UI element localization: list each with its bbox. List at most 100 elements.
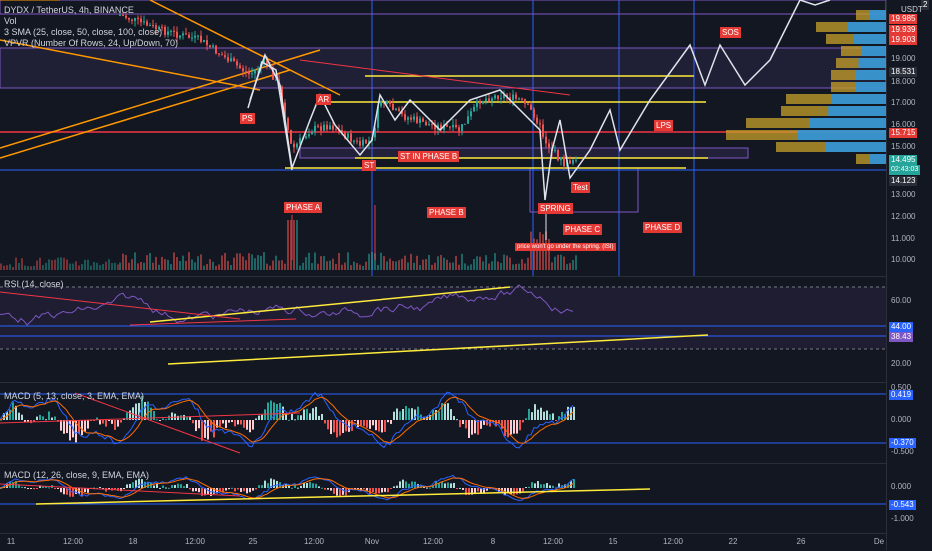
macd-fast-tick: 0.000 xyxy=(891,415,912,424)
volume-bar xyxy=(93,261,95,270)
volume-bar xyxy=(281,260,283,270)
vpvr-row-up xyxy=(847,22,886,32)
candle-body xyxy=(215,45,217,54)
price-tag: 19.939 xyxy=(889,25,918,35)
candle-body xyxy=(563,157,565,167)
macd-slow-histogram-bar xyxy=(222,488,224,493)
annotation-st: ST xyxy=(362,160,377,171)
volume-bar xyxy=(248,253,250,270)
countdown-tag: 02:43:03 xyxy=(889,165,921,175)
candle-body xyxy=(227,57,229,62)
macd-slow-histogram-bar xyxy=(186,483,188,488)
time-tick: Nov xyxy=(364,537,380,546)
macd-slow-histogram-bar xyxy=(231,487,233,489)
macd-slow-histogram-bar xyxy=(549,485,551,488)
volume-bar xyxy=(380,252,382,270)
volume-bar xyxy=(464,263,466,270)
candle-body xyxy=(410,117,412,120)
macd-slow-pane[interactable]: MACD (12, 26, close, 9, EMA, EMA) xyxy=(0,464,886,533)
candle-body xyxy=(389,101,391,104)
macd-fast-histogram-bar xyxy=(0,419,2,421)
pane-divider[interactable] xyxy=(0,382,932,383)
volume-bar xyxy=(413,262,415,270)
volume-bar xyxy=(476,256,478,270)
price-tag: 14.495 xyxy=(889,155,918,165)
macd-slow-histogram-bar xyxy=(228,488,230,490)
macd-fast-histogram-bar xyxy=(270,400,272,420)
macd-fast-histogram-bar xyxy=(207,420,209,440)
volume-bar xyxy=(18,262,20,270)
macd-slow-histogram-bar xyxy=(441,481,443,488)
macd-slow-histogram-bar xyxy=(192,488,194,492)
macd-fast-histogram-bar xyxy=(42,416,44,420)
time-tick: 18 xyxy=(128,537,138,546)
time-tick: 25 xyxy=(248,537,258,546)
volume-bar xyxy=(105,261,107,270)
macd-slow-histogram-bar xyxy=(411,481,413,488)
volume-bar xyxy=(72,263,74,270)
vpvr-row-up xyxy=(798,130,886,140)
macd-slow-histogram-bar xyxy=(333,488,335,494)
rsi-pane[interactable]: RSI (14, close) xyxy=(0,277,886,382)
price-axis[interactable]: 2 USDT 19.985 19.939 19.903 19.000 18.53… xyxy=(886,0,932,550)
macd-fast-histogram-bar xyxy=(99,420,101,425)
candle-body xyxy=(251,73,253,75)
candle-body xyxy=(224,55,226,58)
macd-fast-histogram-bar xyxy=(468,420,470,439)
volume-bar xyxy=(296,220,298,270)
volume-bar xyxy=(569,263,571,270)
volume-bar xyxy=(434,262,436,270)
macd-slow-histogram-bar xyxy=(555,487,557,489)
macd-slow-histogram-bar xyxy=(471,488,473,495)
volume-bar xyxy=(200,254,202,270)
volume-bar xyxy=(78,265,80,270)
macd-slow-histogram-bar xyxy=(483,488,485,493)
volume-bar xyxy=(197,256,199,270)
pane-divider[interactable] xyxy=(0,276,932,277)
annotation-test: Test xyxy=(571,182,590,193)
volume-bar xyxy=(27,266,29,270)
macd-fast-histogram xyxy=(0,395,575,443)
macd-fast-histogram-bar xyxy=(114,420,116,430)
annotation-phase-b: PHASE B xyxy=(427,207,466,218)
macd-fast-histogram-bar xyxy=(354,420,356,422)
annotation-spring: SPRING xyxy=(538,203,573,214)
macd-slow-histogram-bar xyxy=(462,488,464,490)
candle-body xyxy=(377,106,379,128)
candle-body xyxy=(509,97,511,101)
vpvr-row-up xyxy=(825,142,886,152)
macd-fast-histogram-bar xyxy=(204,420,206,438)
macd-slow-histogram-bar xyxy=(147,481,149,488)
candle-body xyxy=(359,140,361,146)
macd-trend-line xyxy=(74,392,241,454)
macd-slow-histogram-bar xyxy=(195,488,197,492)
time-axis[interactable]: 11 12:00 18 12:00 25 12:00 Nov 12:00 8 1… xyxy=(0,533,886,551)
volume-bar xyxy=(257,255,259,270)
candle-body xyxy=(350,133,352,142)
candle-body xyxy=(299,138,301,144)
candle-body xyxy=(524,99,526,104)
volume-bar xyxy=(75,261,77,270)
volume-bar xyxy=(335,264,337,270)
macd-fast-pane[interactable]: MACD (5, 13, close, 3, EMA, EMA) xyxy=(0,383,886,463)
price-tick: 13.000 xyxy=(891,190,916,199)
macd-slow-histogram-bar xyxy=(495,488,497,491)
macd-fast-histogram-bar xyxy=(411,408,413,420)
macd-slow-histogram-bar xyxy=(432,485,434,488)
price-chart-svg xyxy=(0,0,886,276)
volume-bar xyxy=(251,254,253,270)
time-tick: 26 xyxy=(796,537,806,546)
time-tick: 12:00 xyxy=(303,537,325,546)
pane-divider[interactable] xyxy=(0,463,932,464)
volume-bar xyxy=(488,263,490,270)
price-pane[interactable]: DYDX / TetherUS, 4h, BINANCE Vol 3 SMA (… xyxy=(0,0,886,276)
volume-bar xyxy=(560,254,562,270)
candle-body xyxy=(461,124,463,131)
volume-bar xyxy=(21,258,23,270)
volume-bar xyxy=(353,261,355,270)
macd-fast-histogram-bar xyxy=(459,420,461,428)
macd-slow-histogram-bar xyxy=(387,488,389,493)
volume-bar xyxy=(260,255,262,270)
volume-bar xyxy=(48,259,50,270)
macd-fast-histogram-bar xyxy=(177,415,179,420)
